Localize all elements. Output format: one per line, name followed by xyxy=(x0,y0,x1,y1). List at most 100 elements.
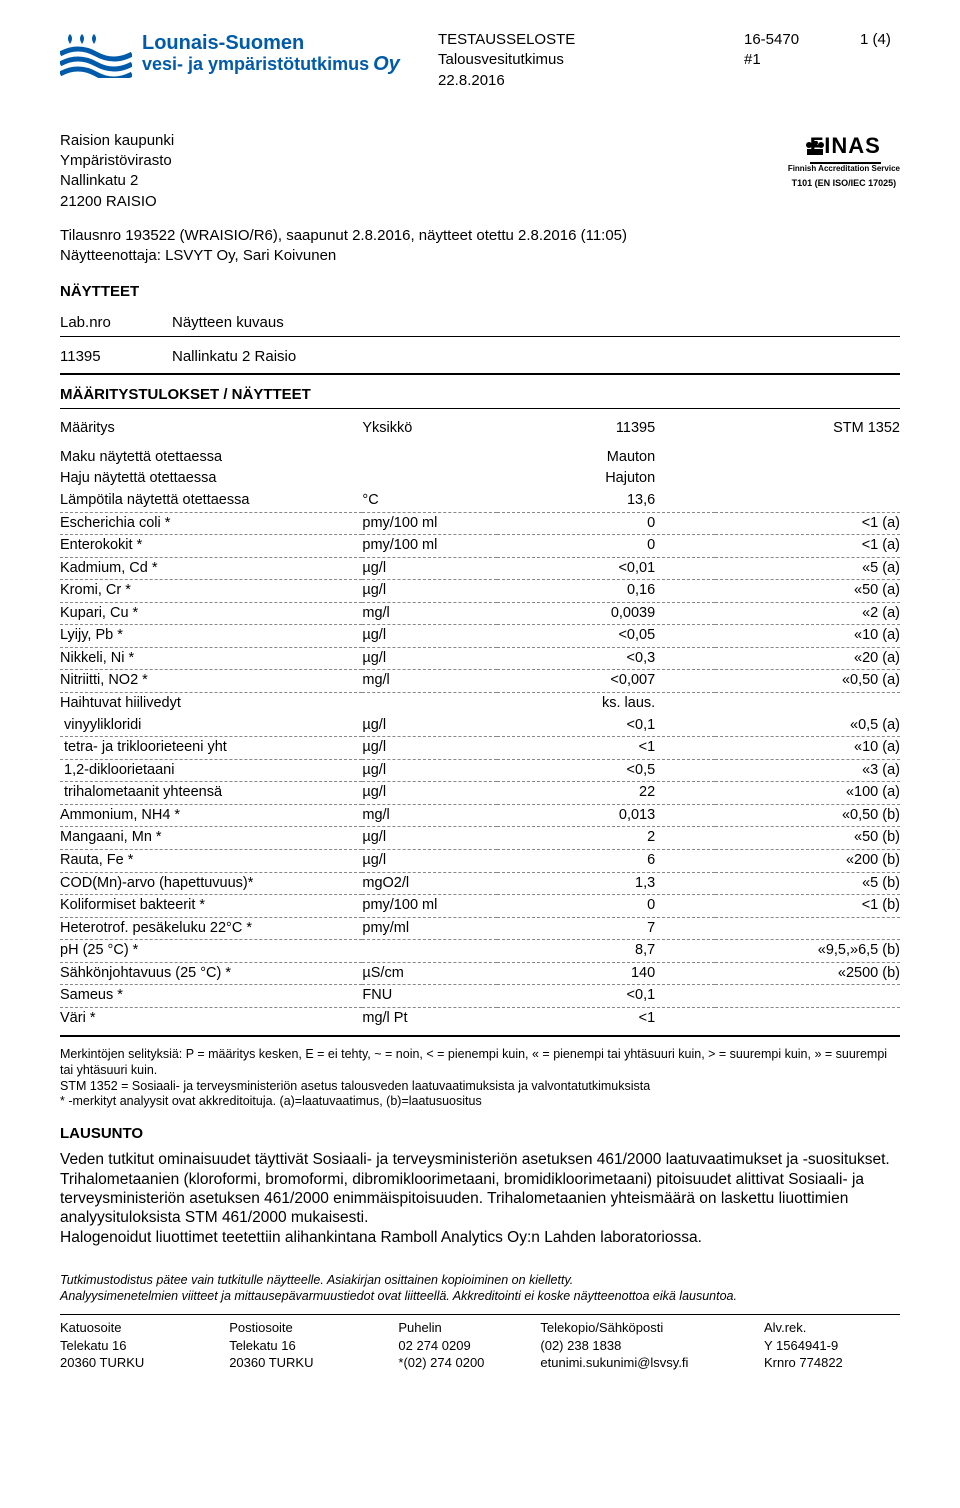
company-suffix: Oy xyxy=(373,54,400,75)
cell-name: Kadmium, Cd * xyxy=(60,557,362,580)
cell-value: <0,01 xyxy=(497,557,715,580)
finas-sub: Finnish Accreditation Service xyxy=(788,164,900,175)
cell-limit: <1 (a) xyxy=(715,535,900,558)
lausunto-p1: Veden tutkitut ominaisuudet täyttivät So… xyxy=(60,1150,900,1169)
cell-name: Sameus * xyxy=(60,985,362,1008)
cell-name: Enterokokit * xyxy=(60,535,362,558)
table-row: 1,2-dikloorietaaniµg/l<0,5«3 (a) xyxy=(60,759,900,782)
cell-value: <0,3 xyxy=(497,647,715,670)
legend-l3: * -merkityt analyysit ovat akkreditoituj… xyxy=(60,1094,900,1110)
footer-r1c1: Telekatu 16 xyxy=(60,1337,223,1355)
footer-r2c2: 20360 TURKU xyxy=(229,1354,392,1372)
cell-name: Haju näytettä otettaessa xyxy=(60,468,362,490)
cell-limit: «10 (a) xyxy=(715,737,900,760)
cell-limit: «10 (a) xyxy=(715,625,900,648)
cell-unit: mg/l xyxy=(362,670,496,693)
cell-name: 1,2-dikloorietaani xyxy=(60,759,362,782)
footer-r2c4: etunimi.sukunimi@lsvsy.fi xyxy=(540,1354,758,1372)
cell-unit: mg/l xyxy=(362,804,496,827)
cell-unit xyxy=(362,447,496,469)
doc-type: TESTAUSSELOSTE xyxy=(438,30,738,50)
cell-unit: °C xyxy=(362,490,496,512)
cell-unit: mg/l xyxy=(362,602,496,625)
cell-name: trihalometaanit yhteensä xyxy=(60,782,362,805)
cell-value: 0 xyxy=(497,535,715,558)
cell-value: 6 xyxy=(497,849,715,872)
cell-value: <0,5 xyxy=(497,759,715,782)
cell-limit xyxy=(715,985,900,1008)
cell-unit: µg/l xyxy=(362,782,496,805)
col-yksikko: Yksikkö xyxy=(362,415,496,447)
cell-value: 22 xyxy=(497,782,715,805)
cell-unit: µg/l xyxy=(362,580,496,603)
recipient-l4: 21200 RAISIO xyxy=(60,192,174,212)
results-table: Määritys Yksikkö 11395 STM 1352 Maku näy… xyxy=(60,415,900,1029)
footer-r1c2: Telekatu 16 xyxy=(229,1337,392,1355)
cell-limit: «3 (a) xyxy=(715,759,900,782)
cell-unit: pmy/100 ml xyxy=(362,512,496,535)
footer-h2: Postiosoite xyxy=(229,1319,392,1337)
cell-unit: pmy/100 ml xyxy=(362,895,496,918)
cell-value: ks. laus. xyxy=(497,693,715,715)
cell-name: Ammonium, NH4 * xyxy=(60,804,362,827)
company-name: Lounais-Suomen vesi- ja ympäristötutkimu… xyxy=(142,33,400,75)
cell-value: 13,6 xyxy=(497,490,715,512)
cell-unit: µS/cm xyxy=(362,962,496,985)
col-sample: 11395 xyxy=(497,415,715,447)
cell-limit: «200 (b) xyxy=(715,849,900,872)
order-block: Tilausnro 193522 (WRAISIO/R6), saapunut … xyxy=(60,226,900,267)
lausunto-heading: LAUSUNTO xyxy=(60,1124,900,1144)
cell-name: Lyijy, Pb * xyxy=(60,625,362,648)
table-row: Mangaani, Mn *µg/l2«50 (b) xyxy=(60,827,900,850)
cell-limit: «0,50 (a) xyxy=(715,670,900,693)
cell-name: pH (25 °C) * xyxy=(60,940,362,963)
cell-name: vinyylikloridi xyxy=(60,715,362,737)
cell-limit: <1 (a) xyxy=(715,512,900,535)
table-row: Väri *mg/l Pt<1 xyxy=(60,1007,900,1029)
finas-block: FINAS Finnish Accreditation Service T101… xyxy=(788,131,900,190)
recipient-l2: Ympäristövirasto xyxy=(60,151,174,171)
cell-limit xyxy=(715,1007,900,1029)
run-no: #1 xyxy=(744,50,854,70)
divider xyxy=(60,373,900,375)
recipient-area: Raision kaupunki Ympäristövirasto Nallin… xyxy=(60,131,900,212)
table-row: vinyylikloridiµg/l<0,1«0,5 (a) xyxy=(60,715,900,737)
table-row: trihalometaanit yhteensäµg/l22«100 (a) xyxy=(60,782,900,805)
cell-unit: µg/l xyxy=(362,715,496,737)
cell-unit: µg/l xyxy=(362,849,496,872)
cell-limit xyxy=(715,468,900,490)
cell-unit: pmy/100 ml xyxy=(362,535,496,558)
cell-unit xyxy=(362,468,496,490)
results-heading: MÄÄRITYSTULOKSET / NÄYTTEET xyxy=(60,385,900,405)
cell-limit: «50 (b) xyxy=(715,827,900,850)
cell-value: 2 xyxy=(497,827,715,850)
cell-unit xyxy=(362,940,496,963)
footer-h5: Alv.rek. xyxy=(764,1319,900,1337)
company-line2: vesi- ja ympäristötutkimus xyxy=(142,55,369,74)
footer-r1c3: 02 274 0209 xyxy=(398,1337,534,1355)
disclaimer-l2: Analyysimenetelmien viitteet ja mittause… xyxy=(60,1289,900,1305)
cell-unit: µg/l xyxy=(362,827,496,850)
legend-block: Merkintöjen selityksiä: P = määritys kes… xyxy=(60,1047,900,1110)
col-maaritys: Määritys xyxy=(60,415,362,447)
footer-h1: Katuosoite xyxy=(60,1319,223,1337)
cell-unit: mgO2/l xyxy=(362,872,496,895)
cell-value: <1 xyxy=(497,1007,715,1029)
company-logo-block: Lounais-Suomen vesi- ja ympäristötutkimu… xyxy=(60,30,438,78)
cell-name: Koliformiset bakteerit * xyxy=(60,895,362,918)
table-row: Haju näytettä otettaessaHajuton xyxy=(60,468,900,490)
cell-value: <0,007 xyxy=(497,670,715,693)
report-date: 22.8.2016 xyxy=(438,71,738,91)
cell-limit: «50 (a) xyxy=(715,580,900,603)
cell-value: 140 xyxy=(497,962,715,985)
table-row: pH (25 °C) *8,7«9,5,»6,5 (b) xyxy=(60,940,900,963)
divider xyxy=(60,408,900,409)
cell-limit: «0,50 (b) xyxy=(715,804,900,827)
table-row: Escherichia coli *pmy/100 ml0<1 (a) xyxy=(60,512,900,535)
recipient-block: Raision kaupunki Ympäristövirasto Nallin… xyxy=(60,131,174,212)
sample-id: 11395 xyxy=(60,347,132,367)
disclaimer-block: Tutkimustodistus pätee vain tutkitulle n… xyxy=(60,1273,900,1304)
cell-name: Escherichia coli * xyxy=(60,512,362,535)
table-row: Lämpötila näytettä otettaessa°C13,6 xyxy=(60,490,900,512)
legend-l1: Merkintöjen selityksiä: P = määritys kes… xyxy=(60,1047,900,1078)
